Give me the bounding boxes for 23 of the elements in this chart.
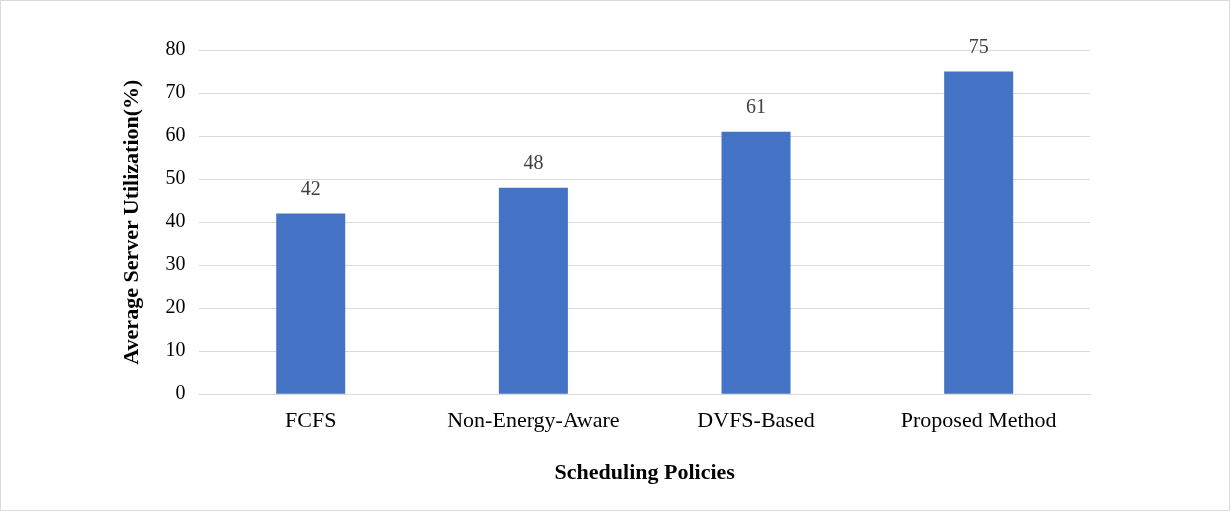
x-tick-label: DVFS-Based <box>697 407 815 433</box>
bar <box>721 131 791 394</box>
y-tick-label: 20 <box>165 295 186 318</box>
y-tick-label: 80 <box>165 37 186 60</box>
data-label: 42 <box>300 176 321 199</box>
data-label: 48 <box>523 150 544 173</box>
x-tick-label: Proposed Method <box>900 407 1057 433</box>
data-label: 75 <box>968 34 989 57</box>
x-axis-title: Scheduling Policies <box>554 459 736 485</box>
y-tick-label: 40 <box>165 209 186 232</box>
y-axis-title: Average Server Utilization(%) <box>117 79 143 365</box>
data-label: 61 <box>746 95 767 117</box>
x-tick-label: Non-Energy-Aware <box>447 407 620 433</box>
y-tick-label: 0 <box>175 381 186 404</box>
y-tick-label: 50 <box>165 166 186 189</box>
y-tick-label: 60 <box>165 123 186 146</box>
y-tick-label: 30 <box>165 252 186 275</box>
y-tick-label: 70 <box>165 80 186 103</box>
bar <box>276 213 346 394</box>
x-tick-label: FCFS <box>285 407 337 433</box>
bar <box>944 71 1014 394</box>
y-tick-label: 10 <box>165 338 186 361</box>
bar <box>498 187 568 394</box>
